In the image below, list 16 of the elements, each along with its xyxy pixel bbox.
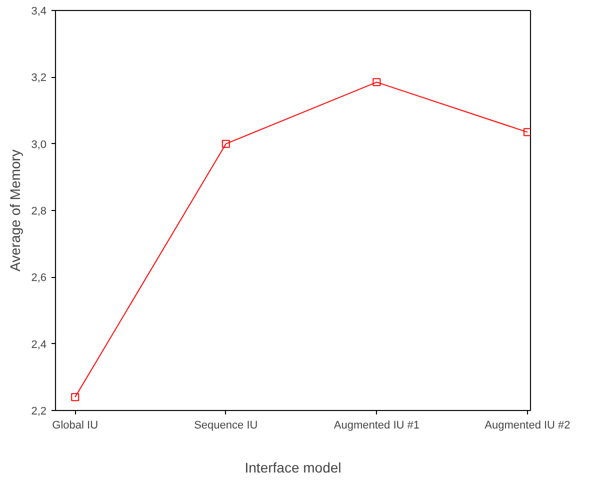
x-axis-title: Interface model: [244, 460, 342, 476]
y-tick-label: 3,4: [31, 6, 47, 18]
point: [222, 140, 230, 148]
y-tick-label: 2,6: [31, 272, 47, 284]
y-tick-label: 3,2: [31, 72, 47, 84]
y-axis-title: Average of Memory: [7, 150, 24, 272]
x-tick-label: Augmented IU #1: [334, 420, 420, 432]
y-tick-label: 2,8: [31, 206, 47, 218]
y-tick-label: 2,2: [31, 406, 47, 418]
x-tick-label: Augmented IU #2: [484, 420, 570, 432]
point: [71, 393, 80, 402]
y-tick-label: 3,0: [31, 138, 47, 151]
x-tick-label: Sequence IU: [194, 420, 258, 432]
x-tick-label: Global IU: [52, 420, 98, 432]
y-tick-label: 2,4: [31, 338, 47, 351]
point: [372, 78, 381, 86]
